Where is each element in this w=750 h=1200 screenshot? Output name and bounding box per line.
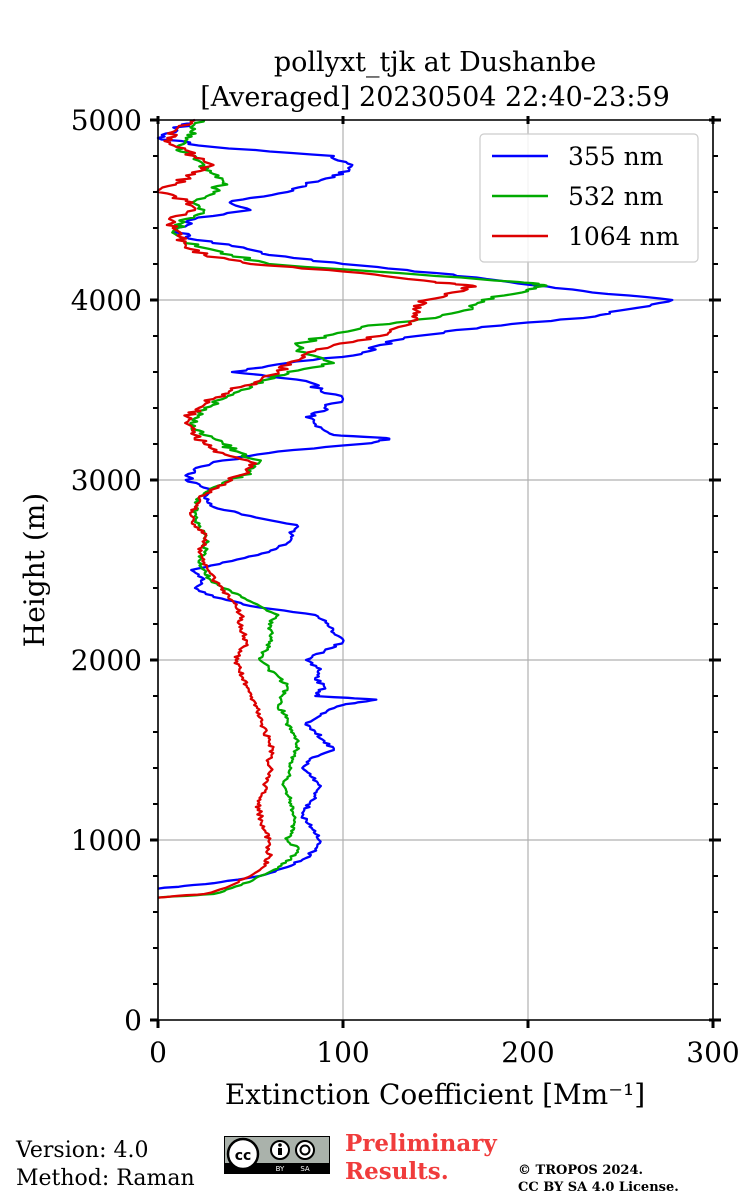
y-tick-label: 3000 (71, 464, 142, 497)
axis-ticks: 0 1000 2000 3000 4000 5000 0 100 200 300 (71, 104, 740, 1069)
svg-text:cc: cc (235, 1148, 252, 1164)
axes (157, 119, 714, 1021)
chart-title-line2: [Averaged] 20230504 22:40-23:59 (200, 82, 670, 113)
y-tick-label: 4000 (71, 284, 142, 317)
legend-label: 532 nm (568, 182, 664, 211)
version-label: Version: 4.0 (16, 1138, 149, 1163)
series-line-355-nm (156, 118, 674, 890)
data-series (156, 118, 674, 899)
svg-text:BY: BY (276, 1165, 285, 1173)
y-axis-label: Height (m) (18, 493, 51, 647)
legend-box (479, 133, 699, 263)
x-axis-label: Extinction Coefficient [Mm⁻¹] (225, 1078, 645, 1111)
copyright-label: © TROPOS 2024. (518, 1163, 644, 1178)
x-tick-label: 0 (149, 1036, 167, 1069)
results-label: Results. (345, 1158, 449, 1185)
license-label: CC BY SA 4.0 License. (518, 1180, 679, 1195)
y-tick-label: 0 (124, 1004, 142, 1037)
legend-label: 1064 nm (568, 222, 680, 251)
method-label: Method: Raman (16, 1166, 195, 1191)
preliminary-label: Preliminary (345, 1130, 497, 1157)
x-tick-label: 300 (686, 1036, 739, 1069)
series-line-1064-nm (156, 118, 477, 899)
y-tick-label: 5000 (71, 104, 142, 137)
legend: 355 nm 532 nm 1064 nm (479, 133, 699, 263)
y-tick-label: 2000 (71, 644, 142, 677)
chart-title-line1: pollyxt_tjk at Dushanbe (274, 47, 596, 78)
x-tick-label: 200 (501, 1036, 554, 1069)
y-tick-label: 1000 (71, 824, 142, 857)
legend-label: 355 nm (568, 142, 664, 171)
cc-by-sa-license-badge: cc BY SA (224, 1136, 330, 1174)
x-tick-label: 100 (316, 1036, 369, 1069)
svg-text:SA: SA (300, 1165, 310, 1173)
